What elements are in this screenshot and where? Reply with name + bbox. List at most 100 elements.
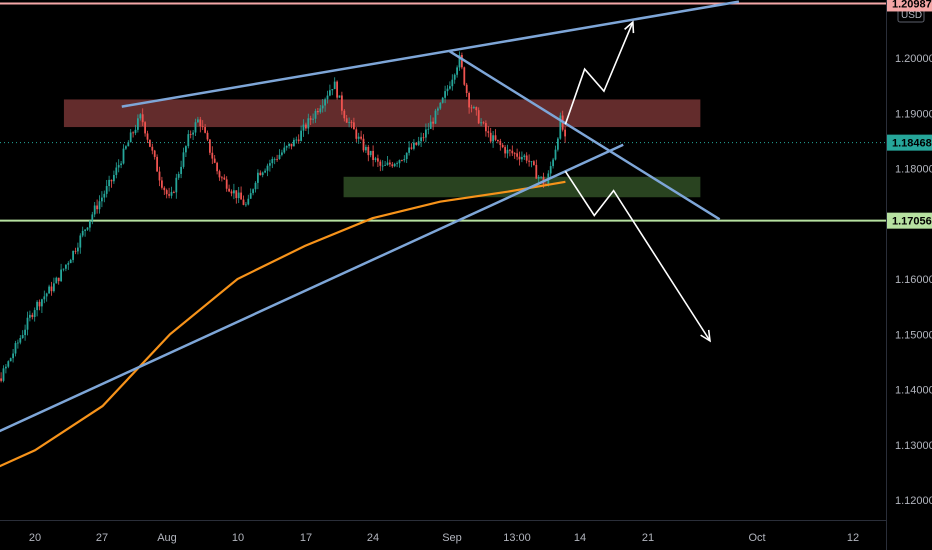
candle-body xyxy=(65,264,67,269)
candle-body xyxy=(60,269,62,282)
candle-body xyxy=(300,130,302,141)
candle-body xyxy=(149,139,151,147)
candle-body xyxy=(173,192,175,193)
candle-body xyxy=(165,190,168,195)
candle-body xyxy=(307,118,310,129)
demand-zone xyxy=(343,176,701,198)
candle-body xyxy=(269,163,271,166)
candle-body xyxy=(96,205,98,210)
time-tick-label: 12 xyxy=(847,532,859,544)
candle-body xyxy=(559,115,562,139)
price-axis[interactable]: 1.200001.190001.180001.170001.160001.150… xyxy=(886,0,932,550)
candle-body xyxy=(389,162,391,165)
candle-body xyxy=(288,143,290,147)
candle-body xyxy=(62,268,65,270)
candle-body xyxy=(377,158,379,162)
support-price-tag xyxy=(887,212,932,229)
candle-body xyxy=(43,296,46,300)
candle-body xyxy=(117,165,120,168)
candle-body xyxy=(72,250,74,260)
candle-body xyxy=(41,299,43,307)
current-price-tag xyxy=(887,134,932,151)
candle-body xyxy=(487,131,490,133)
candle-body xyxy=(343,110,346,119)
candle-body xyxy=(492,135,494,142)
candle-body xyxy=(31,314,34,318)
candle-body xyxy=(175,177,178,193)
candle-body xyxy=(518,156,521,160)
candle-body xyxy=(144,122,146,134)
candle-body xyxy=(53,283,55,292)
candle-body xyxy=(146,133,149,140)
time-tick-label: 17 xyxy=(300,532,312,544)
upper-channel xyxy=(121,0,740,108)
rising-support xyxy=(0,143,624,433)
candle-body xyxy=(228,188,230,192)
time-axis[interactable]: 20 27 Aug 10 17 24 Sep 13:00 14 21 Oct 12 xyxy=(0,520,886,545)
time-tick-label: 14 xyxy=(574,532,586,544)
candle-body xyxy=(24,329,26,336)
candle-body xyxy=(257,172,259,183)
candle-body xyxy=(369,150,372,156)
candle-body xyxy=(425,129,427,138)
candle-body xyxy=(283,147,286,153)
candle-body xyxy=(161,180,163,188)
candle-body xyxy=(360,136,362,139)
time-tick-label: 24 xyxy=(367,532,379,544)
candle-body xyxy=(156,156,158,172)
candle-body xyxy=(139,114,142,119)
candle-body xyxy=(199,119,202,127)
time-tick-label: 21 xyxy=(642,532,654,544)
resistance-zone xyxy=(63,99,701,128)
candle-body xyxy=(192,132,194,135)
candle-body xyxy=(396,163,398,165)
candle-body xyxy=(201,126,204,128)
candle-body xyxy=(266,165,269,171)
candle-body xyxy=(509,149,511,151)
candle-body xyxy=(465,84,468,93)
candle-body xyxy=(182,152,185,167)
candle-body xyxy=(413,142,415,149)
candle-body xyxy=(101,197,103,202)
candle-body xyxy=(403,159,406,161)
falling-resistance xyxy=(448,50,721,221)
candle-body xyxy=(309,118,312,120)
candle-body xyxy=(456,67,458,75)
candle-body xyxy=(362,138,365,151)
price-tick-label: 1.15000 xyxy=(895,329,932,341)
candle-body xyxy=(151,146,154,151)
candle-body xyxy=(50,286,53,292)
candle-body xyxy=(350,122,353,123)
candle-body xyxy=(12,353,14,359)
candle-body xyxy=(386,162,389,165)
candle-body xyxy=(206,132,209,140)
candle-body xyxy=(132,132,134,134)
candle-body xyxy=(36,301,38,311)
current-price-text: 1.18468 xyxy=(892,138,932,150)
candle-body xyxy=(278,154,281,159)
candle-body xyxy=(384,164,386,166)
candle-body xyxy=(504,147,506,154)
candle-body xyxy=(110,179,113,182)
candle-body xyxy=(84,229,86,231)
candle-body xyxy=(540,176,542,178)
candle-body xyxy=(535,164,538,179)
candle-body xyxy=(420,137,422,142)
candle-body xyxy=(321,105,324,109)
candle-body xyxy=(120,163,122,166)
candle-body xyxy=(233,190,235,194)
candle-body xyxy=(2,368,5,381)
candle-body xyxy=(187,134,190,147)
candle-body xyxy=(333,81,336,90)
price-tick-label: 1.16000 xyxy=(895,274,932,286)
bearish-projection xyxy=(564,170,711,342)
candle-body xyxy=(29,314,31,318)
candle-body xyxy=(290,143,293,147)
price-tick-label: 1.19000 xyxy=(895,108,932,120)
top-price-tag xyxy=(887,0,932,12)
candle-body xyxy=(113,174,115,182)
candle-body xyxy=(247,198,250,205)
candle-body xyxy=(458,54,461,68)
candle-body xyxy=(57,277,60,282)
